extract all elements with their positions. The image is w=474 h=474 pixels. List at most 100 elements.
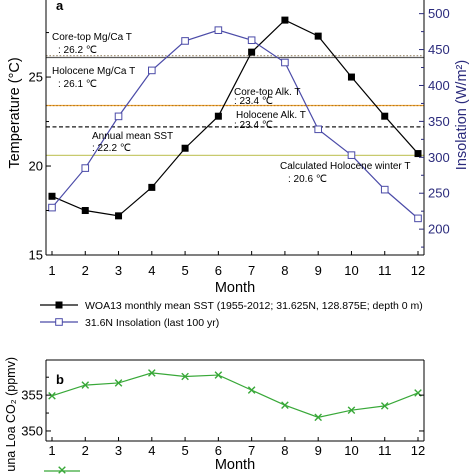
sst-point [314,32,322,40]
y2-tick-label: 250 [428,186,450,201]
insolation-point [114,112,123,121]
panel-label: a [56,0,64,13]
legend-label: WOA13 monthly mean SST (1955-2012; 31.62… [85,300,423,312]
x-tick-label: 10 [344,443,358,458]
x-tick-label: 5 [181,263,188,278]
annotation-label: Holocene Alk. T [236,110,306,121]
annotation-label: Annual mean SST [92,131,173,142]
annotation-value: : 23.4 ℃ [234,96,273,107]
co2-point [81,381,90,389]
x-tick-label: 1 [48,263,55,278]
sst-point [181,144,189,152]
sst-point [347,73,355,81]
co2-point [347,406,356,414]
co2-point [148,369,156,377]
co2-point [314,413,322,422]
x-tick-label: 9 [315,263,322,278]
insolation-point [380,185,389,194]
sst-point [281,16,289,24]
insolation-point [48,203,56,212]
y-axis-title: una Loa CO₂ (ppmv) [4,357,18,472]
y2-tick-label: 450 [428,42,450,57]
insolation-point [347,151,356,159]
x-tick-label: 10 [344,263,358,278]
x-marker-stroke [247,386,256,394]
x-tick-label: 6 [215,263,222,278]
x-marker-stroke [114,379,123,387]
x-marker-stroke [314,413,322,422]
annotation-label: Calculated Holocene winter T [280,161,410,172]
x-axis-title: Month [215,457,255,473]
annotation-value: : 23.4 ℃ [234,120,273,131]
sst-point [214,112,222,120]
y-tick-label: 20 [29,159,43,174]
x-tick-label: 11 [378,263,392,278]
legend-marker [55,301,63,309]
y-tick-label: 350 [21,423,43,438]
x-tick-label: 11 [378,443,392,458]
x-marker-stroke [414,389,422,397]
x-tick-label: 7 [248,263,255,278]
sst-point [81,207,89,215]
y2-tick-label: 400 [428,78,450,93]
x-tick-label: 5 [181,443,188,458]
x-marker-stroke [347,406,356,414]
x-tick-label: 1 [48,443,55,458]
co2-point [48,392,56,400]
x-tick-label: 2 [82,443,89,458]
annotation-value: : 26.2 ℃ [58,45,97,56]
sst-point [414,150,422,158]
x-tick-label: 6 [215,443,222,458]
y-tick-label: 15 [29,248,43,263]
insolation-point [414,214,422,223]
sst-point [381,112,389,120]
x-tick-label: 4 [148,263,155,278]
co2-point [281,401,289,409]
y2-tick-label: 500 [428,6,450,21]
insolation-point [281,58,289,67]
x-marker-stroke [380,402,389,410]
x-tick-label: 12 [411,263,425,278]
sst-point [148,183,156,191]
x-marker-stroke [181,372,189,381]
co2-point [380,402,389,410]
x-marker-stroke [148,369,156,377]
insolation-point [314,125,322,134]
insolation-point [214,26,223,34]
insolation-point [181,37,189,45]
x-marker-stroke [281,401,289,409]
y-axis-title: Temperature (°C) [7,57,23,168]
annotation-label: Core-top Alk. T [234,87,301,98]
insolation-point [247,36,256,45]
sst-point [115,212,123,220]
x-tick-label: 3 [115,443,122,458]
co2-legend-marker [58,466,66,474]
x-tick-label: 2 [82,263,89,278]
y-tick-label: 25 [29,70,43,85]
x-tick-label: 8 [281,443,288,458]
y2-tick-label: 200 [428,222,450,237]
sst-line [51,19,419,217]
x-axis-title: Month [215,280,255,296]
x-tick-label: 8 [281,263,288,278]
x-tick-label: 4 [148,443,155,458]
annotation-value: : 26.1 ℃ [58,79,97,90]
y-tick-label: 355 [21,388,43,403]
x-tick-label: 9 [315,443,322,458]
sst-point [248,48,256,56]
panel-label: b [56,372,64,387]
x-marker-stroke [58,466,66,474]
insolation-point [81,164,90,172]
annotation-value: : 22.2 ℃ [92,143,131,154]
x-tick-label: 12 [411,443,425,458]
insolation-line [51,29,419,219]
annotation-label: Core-top Mg/Ca T [52,32,132,43]
x-marker-stroke [214,371,223,379]
x-tick-label: 7 [248,443,255,458]
co2-point [247,386,256,394]
y2-tick-label: 350 [428,114,450,129]
co2-point [114,379,123,387]
y2-axis-title: Insolation (W/m²) [454,60,470,170]
